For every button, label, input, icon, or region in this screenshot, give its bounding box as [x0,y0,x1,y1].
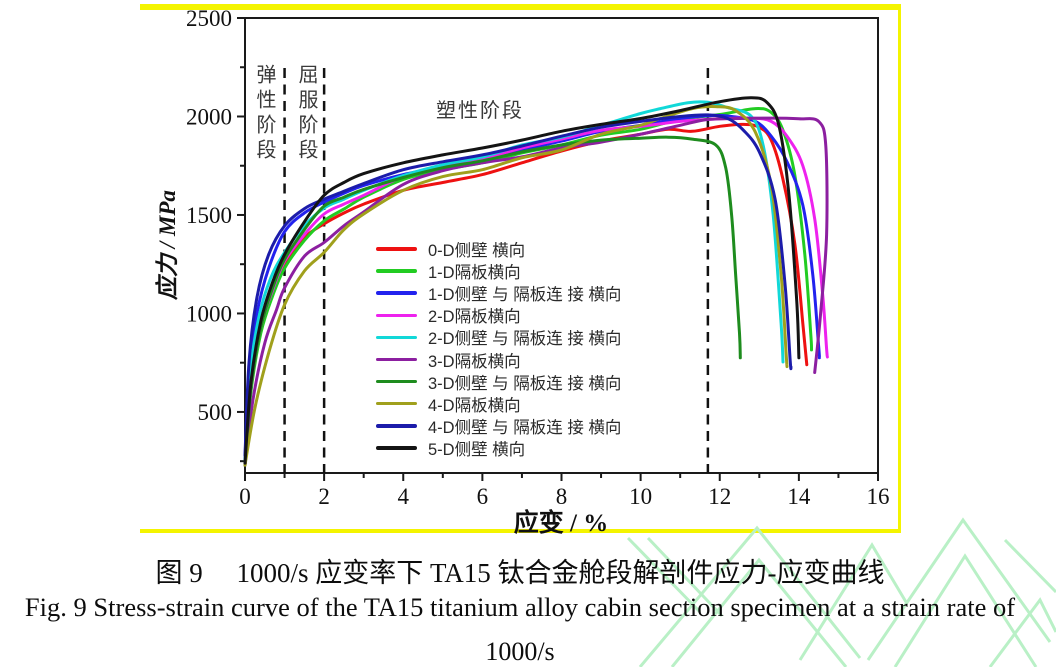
legend-item: 1-D侧壁 与 隔板连 接 横向 [376,282,621,304]
legend-item: 0-D侧壁 横向 [376,238,621,260]
legend-label: 4-D隔板横向 [428,396,521,415]
legend-line-swatch [376,446,417,450]
y-tick-label: 2500 [186,6,232,31]
x-tick-label: 4 [398,484,410,509]
legend-item: 1-D隔板横向 [376,260,621,282]
legend-label: 3-D隔板横向 [428,352,521,371]
legend-label: 4-D侧壁 与 隔板连 接 横向 [428,418,622,437]
x-tick-label: 16 [867,484,890,509]
caption-en-line1: Fig. 9 Stress-strain curve of the TA15 t… [24,592,1016,622]
legend-label: 2-D隔板横向 [428,308,521,327]
caption-zh: 图 9 1000/s 应变率下 TA15 钛合金舱段解剖件应力-应变曲线 [155,558,885,588]
legend-item: 2-D隔板横向 [376,304,621,326]
y-tick-label: 2000 [186,104,232,129]
x-tick-label: 6 [477,484,489,509]
curves [243,96,829,467]
legend-line-swatch [376,357,417,362]
legend-item: 2-D侧壁 与 隔板连 接 横向 [376,326,621,348]
caption-en-line2: 1000/s [485,637,555,666]
stage-label-plastic: 塑性阶段 [436,100,524,122]
x-tick-label: 10 [629,484,652,509]
legend-line-swatch [376,269,417,273]
chart-legend: 0-D侧壁 横向 1-D隔板横向 1-D侧壁 与 隔板连 接 横向 2-D隔板横向 2-… [376,238,621,459]
x-tick-label: 0 [239,484,251,509]
legend-label: 2-D侧壁 与 隔板连 接 横向 [428,330,622,349]
curve [243,96,801,465]
x-tick-label: 2 [318,484,330,509]
axis-tick-labels: 0 2 4 6 8 10 12 14 16 500 1000 1500 2000 2500 [186,6,890,509]
legend-label: 1-D侧壁 与 隔板连 接 横向 [428,286,622,305]
legend-item: 3-D隔板横向 [376,348,621,371]
curve [243,135,742,467]
legend-line-swatch [376,291,417,295]
x-tick-label: 14 [787,484,811,509]
legend-label: 3-D侧壁 与 隔板连 接 横向 [428,374,622,393]
stage-label-elastic: 弹性阶段 [253,64,275,164]
legend-line-swatch [376,247,417,251]
curve [243,113,821,461]
legend-label: 0-D侧壁 横向 [428,242,526,261]
legend-line-swatch [376,401,417,406]
x-axis-title: 应变 / % [513,510,609,537]
legend-label: 5-D侧壁 横向 [428,440,526,459]
y-axis-title: 应力 / MPa [155,190,180,300]
legend-line-swatch [376,335,417,340]
legend-item: 4-D侧壁 与 隔板连 接 横向 [376,415,621,437]
axis-ticks [237,17,879,481]
legend-line-swatch [376,313,417,318]
legend-item: 3-D侧壁 与 隔板连 接 横向 [376,371,621,393]
watermark [626,517,1056,667]
legend-line-swatch [376,379,417,384]
y-tick-label: 1500 [186,203,232,228]
x-tick-label: 8 [556,484,568,509]
y-tick-label: 1000 [186,301,232,326]
curve [243,113,793,457]
highlight-box [140,4,901,533]
curve [243,105,789,467]
legend-item: 4-D隔板横向 [376,393,621,415]
legend-item: 5-D侧壁 横向 [376,437,621,459]
legend-line-swatch [376,424,417,428]
x-tick-label: 12 [708,484,731,509]
curve [243,116,829,467]
y-tick-label: 500 [198,400,233,425]
legend-label: 1-D隔板横向 [428,264,521,283]
stage-label-yield: 屈服阶段 [295,64,317,164]
